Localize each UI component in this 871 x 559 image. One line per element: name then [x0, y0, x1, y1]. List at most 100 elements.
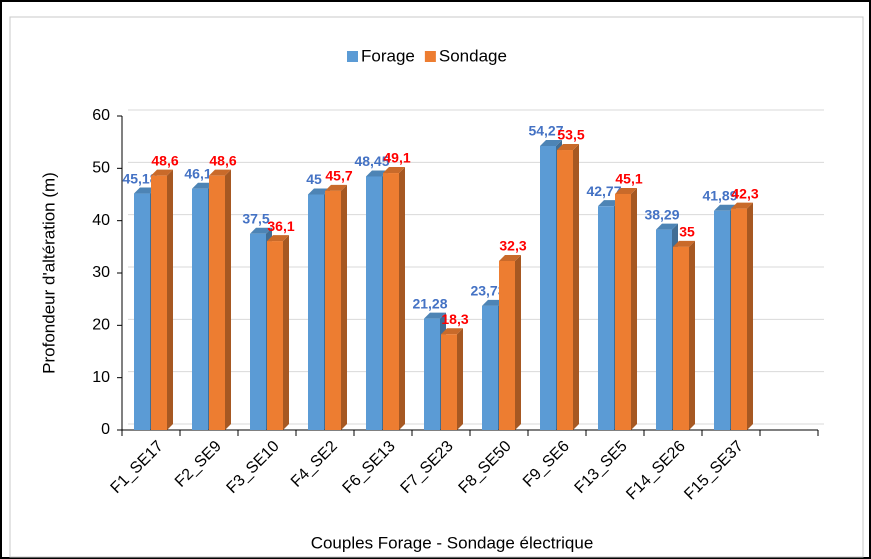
value-label: 53,5 — [557, 127, 584, 143]
legend-label: Forage — [361, 46, 415, 65]
value-label: 45,1 — [615, 171, 642, 187]
bar-front — [325, 190, 341, 430]
bar — [151, 169, 173, 430]
bar-front — [540, 145, 556, 430]
bar-side — [747, 202, 753, 430]
bar-top — [192, 182, 214, 189]
bar-top — [482, 299, 504, 306]
bar-side — [399, 167, 405, 430]
value-label: 36,1 — [267, 218, 294, 234]
bar-side — [573, 144, 579, 430]
bar-front — [499, 260, 515, 430]
bar-front — [308, 194, 324, 430]
bar — [731, 202, 753, 430]
y-tick-label: 30 — [92, 264, 110, 281]
bar — [441, 328, 463, 430]
value-label: 49,1 — [383, 150, 410, 166]
y-tick-label: 0 — [101, 421, 110, 438]
bar-top — [134, 187, 156, 194]
bar-front — [731, 208, 747, 430]
y-axis-title: Profondeur d'altération (m) — [39, 172, 58, 374]
legend-swatch — [347, 51, 358, 62]
value-label: 45,7 — [325, 168, 352, 184]
bar — [499, 254, 521, 430]
bar-front — [209, 175, 225, 430]
bar-top — [598, 200, 620, 207]
bar-top — [366, 170, 388, 177]
value-label: 46,1 — [184, 165, 211, 181]
bar-front — [134, 193, 150, 430]
bar-top — [673, 240, 695, 247]
legend-label: Sondage — [439, 46, 507, 65]
bar-top — [209, 169, 231, 176]
bar-front — [714, 210, 730, 430]
value-label: 23,73 — [470, 283, 505, 299]
bar-top — [325, 184, 347, 191]
bar-top — [731, 202, 753, 209]
bar-front — [151, 175, 167, 430]
value-label: 21,28 — [412, 295, 447, 311]
bar-front — [598, 206, 614, 430]
bar-top — [656, 223, 678, 230]
legend-swatch — [424, 51, 436, 62]
y-tick-label: 60 — [92, 107, 110, 124]
bar-side — [689, 240, 695, 430]
bar-top — [557, 144, 579, 151]
x-axis-title: Couples Forage - Sondage électrique — [311, 533, 594, 552]
value-label: 54,27 — [528, 123, 563, 139]
bar-top — [615, 187, 637, 194]
value-label: 18,3 — [441, 311, 468, 327]
bar — [325, 184, 347, 430]
bar-front — [441, 334, 457, 430]
value-label: 38,29 — [644, 206, 679, 222]
value-label: 45 — [306, 171, 322, 187]
chart-area — [9, 16, 864, 558]
bar — [209, 169, 231, 430]
value-label: 37,5 — [242, 210, 269, 226]
bar-top — [499, 254, 521, 261]
bar-top — [308, 188, 330, 195]
value-label: 35 — [679, 224, 695, 240]
bar-side — [631, 187, 637, 430]
bar — [383, 167, 405, 430]
value-label: 45,18 — [122, 170, 157, 186]
value-label: 48,45 — [354, 153, 389, 169]
value-label: 48,6 — [151, 152, 178, 168]
bar — [267, 235, 289, 430]
bar — [615, 187, 637, 430]
value-label: 48,6 — [209, 152, 236, 168]
y-tick-label: 10 — [92, 369, 110, 386]
value-label: 41,89 — [702, 187, 737, 203]
bar-top — [441, 328, 463, 335]
bar-top — [424, 312, 446, 319]
bar-top — [267, 235, 289, 242]
bar-top — [540, 139, 562, 146]
bar-front — [383, 173, 399, 430]
y-tick-label: 50 — [92, 160, 110, 177]
bar-side — [225, 169, 231, 430]
bar-top — [714, 204, 736, 211]
bar-front — [192, 188, 208, 430]
bar-top — [250, 227, 272, 234]
bar-side — [167, 169, 173, 430]
y-tick-label: 40 — [92, 212, 110, 229]
bar-front — [656, 229, 672, 430]
value-label: 32,3 — [499, 238, 526, 254]
bar-front — [267, 241, 283, 430]
bar-front — [250, 233, 266, 430]
bar-front — [366, 176, 382, 430]
bar-side — [283, 235, 289, 430]
bar-front — [615, 193, 631, 430]
y-tick-label: 20 — [92, 317, 110, 334]
value-label: 42,77 — [586, 183, 621, 199]
bar-front — [557, 150, 573, 430]
bar-front — [673, 246, 689, 430]
bar-side — [457, 328, 463, 430]
bar — [673, 240, 695, 430]
bar-top — [383, 167, 405, 174]
bar-side — [341, 184, 347, 430]
value-label: 42,3 — [731, 185, 758, 201]
bar-front — [424, 318, 440, 430]
bar-side — [515, 254, 521, 430]
